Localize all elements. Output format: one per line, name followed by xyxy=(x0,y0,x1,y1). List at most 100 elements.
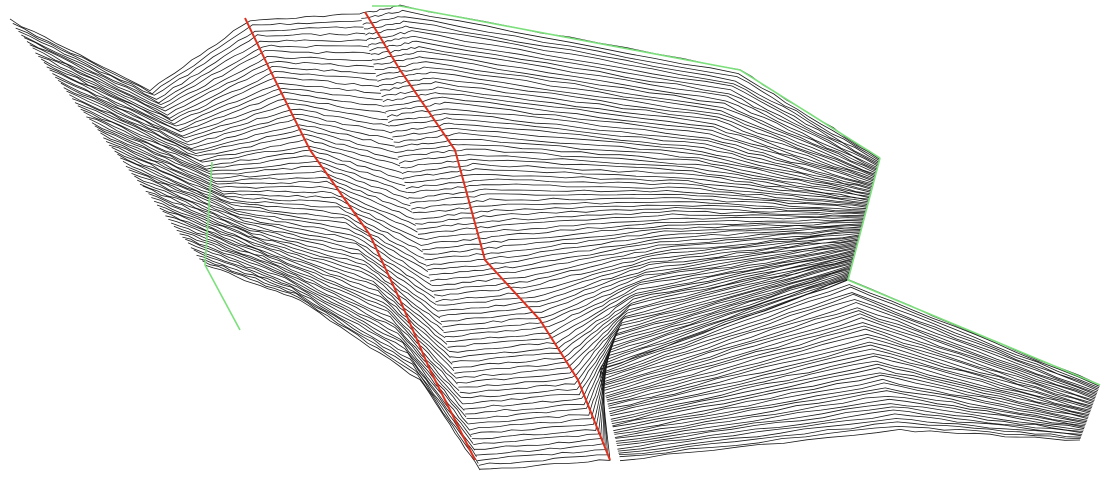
profile-line xyxy=(619,428,1081,462)
profile-line xyxy=(612,374,1088,428)
profile-line xyxy=(451,250,856,363)
profile-line xyxy=(601,293,1099,391)
profile-line xyxy=(446,245,858,342)
profile-line xyxy=(395,138,871,194)
profile-line xyxy=(434,233,861,297)
profile-line xyxy=(15,26,364,96)
profile-line xyxy=(606,328,1094,404)
profile-line xyxy=(448,248,857,353)
profile-line xyxy=(412,201,867,214)
profile-line xyxy=(168,218,458,385)
profile-line xyxy=(609,353,1091,415)
profile-line xyxy=(43,62,381,127)
profile-line xyxy=(148,193,446,339)
profile-line xyxy=(463,263,853,410)
profile-line xyxy=(134,175,437,306)
profile-line xyxy=(405,178,868,205)
profile-line xyxy=(374,61,877,174)
profile-line xyxy=(105,141,420,240)
profile-line xyxy=(413,204,866,220)
profile-line xyxy=(21,34,368,104)
profile-line xyxy=(363,20,880,163)
profile-line xyxy=(131,173,436,299)
profile-line xyxy=(120,157,429,273)
profile-line xyxy=(372,50,877,171)
profile-line xyxy=(469,268,852,431)
profile-line xyxy=(108,144,422,246)
profile-line xyxy=(440,239,859,322)
profile-line xyxy=(361,9,880,160)
profile-line xyxy=(97,129,415,220)
profile-line xyxy=(46,66,383,131)
profile-line xyxy=(367,35,879,167)
profile-line xyxy=(159,207,453,365)
profile-line xyxy=(378,77,876,178)
profile-line xyxy=(614,387,1086,435)
profile-line xyxy=(404,173,869,204)
profile-line xyxy=(193,249,474,444)
profile-line xyxy=(111,147,423,253)
profile-line xyxy=(431,230,861,287)
profile-line xyxy=(436,235,860,306)
profile-line xyxy=(618,421,1082,455)
profile-line xyxy=(26,41,371,109)
profile-line xyxy=(610,355,1090,417)
profile-line xyxy=(417,213,865,235)
profile-line xyxy=(415,207,866,225)
profile-line xyxy=(420,219,864,246)
profile-line xyxy=(69,94,397,155)
profile-line xyxy=(72,98,399,160)
profile-line xyxy=(617,409,1083,450)
profile-line xyxy=(52,73,387,137)
profile-line xyxy=(88,118,409,200)
profile-line xyxy=(616,403,1084,444)
profile-line xyxy=(145,190,444,332)
profile-line xyxy=(459,259,854,394)
profile-line xyxy=(40,58,380,125)
profile-line xyxy=(470,270,851,435)
profile-line xyxy=(467,267,852,425)
profile-line xyxy=(83,111,406,187)
profile-line xyxy=(407,183,868,207)
profile-line xyxy=(142,185,442,325)
profile-line xyxy=(185,238,469,424)
profile-line xyxy=(386,108,873,186)
profile-line xyxy=(608,344,1092,410)
profile-line xyxy=(86,116,408,193)
profile-line xyxy=(94,125,413,213)
profile-line xyxy=(438,237,860,312)
profile-line xyxy=(398,154,870,199)
profile-line xyxy=(381,86,875,181)
profile-line xyxy=(125,165,432,286)
profile-line xyxy=(602,302,1098,394)
boundary-right xyxy=(847,157,1101,386)
profile-line xyxy=(435,234,860,303)
profile-line xyxy=(466,265,852,419)
profile-line xyxy=(604,313,1096,399)
section-line-2 xyxy=(364,11,611,461)
profile-line xyxy=(389,117,873,189)
profile-lines xyxy=(9,4,1101,471)
profile-line xyxy=(103,137,418,233)
profile-line xyxy=(471,271,851,440)
profile-line xyxy=(455,254,855,379)
profile-line xyxy=(165,215,456,378)
profile-line xyxy=(428,227,862,276)
profile-line xyxy=(421,220,864,251)
profile-line xyxy=(442,241,859,328)
profile-line xyxy=(423,222,864,255)
profile-line xyxy=(619,425,1081,458)
profile-line xyxy=(419,216,865,240)
profile-line xyxy=(443,242,858,333)
profile-line xyxy=(601,292,1099,390)
profile-line xyxy=(457,256,855,384)
profile-line xyxy=(450,249,856,359)
profile-line xyxy=(607,336,1093,407)
profile-line xyxy=(35,52,376,119)
profile-line xyxy=(390,122,872,190)
profile-line xyxy=(615,395,1085,439)
profile-line xyxy=(458,257,854,388)
profile-line xyxy=(610,360,1090,420)
profile-line xyxy=(605,322,1095,401)
